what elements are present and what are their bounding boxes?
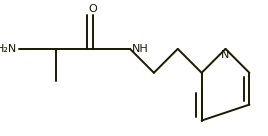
Text: O: O xyxy=(88,4,97,14)
Text: NH: NH xyxy=(132,44,148,54)
Text: N: N xyxy=(221,50,230,60)
Text: H₂N: H₂N xyxy=(0,44,17,54)
